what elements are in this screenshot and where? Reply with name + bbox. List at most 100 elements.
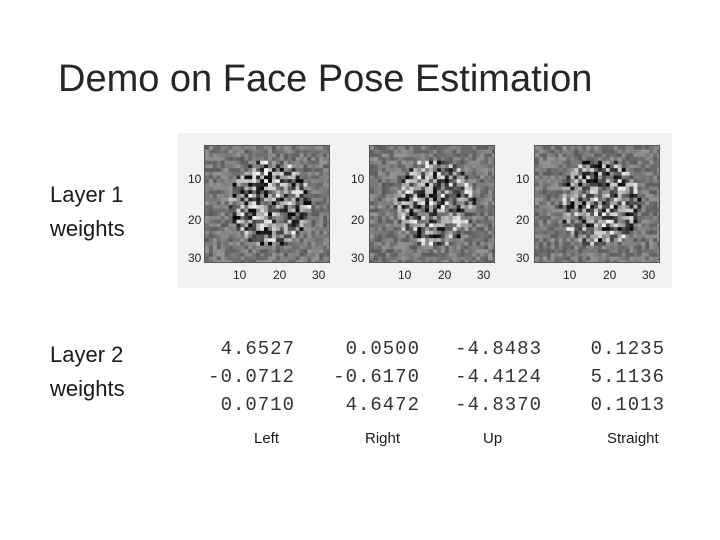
- weight-pixel: [538, 238, 544, 243]
- weight-pixel: [381, 234, 387, 239]
- weight-pixel: [590, 179, 595, 184]
- weight-pixel: [609, 182, 615, 187]
- weight-pixel: [303, 160, 308, 165]
- weight-pixel: [566, 179, 571, 184]
- weight-pixel: [653, 182, 658, 187]
- weight-pixel: [291, 149, 296, 154]
- weight-pixel: [609, 219, 615, 224]
- weight-pixel: [319, 149, 324, 154]
- weight-pixel: [303, 252, 308, 258]
- weight-pixel: [401, 193, 406, 199]
- weight-pixel: [417, 153, 422, 158]
- weight-pixel: [542, 249, 548, 254]
- weight-pixel: [228, 182, 233, 187]
- weight-pixel: [456, 201, 461, 206]
- weight-pixel: [307, 205, 312, 210]
- weight-pixel: [448, 227, 454, 232]
- weight-pixel: [578, 168, 583, 173]
- weight-pixel: [582, 193, 587, 199]
- weight-pixel: [594, 186, 599, 191]
- weight-pixel: [224, 160, 230, 165]
- weight-pixel: [425, 153, 430, 158]
- weight-pixel: [299, 186, 304, 191]
- output-label-straight: Straight: [607, 430, 659, 447]
- weight-pixel: [645, 230, 650, 235]
- weight-pixel: [456, 205, 461, 210]
- weight-pixel: [492, 153, 494, 158]
- weight-pixel: [621, 164, 626, 169]
- weight-pixel: [287, 201, 293, 206]
- weight-pixel: [480, 216, 485, 221]
- weight-pixel: [460, 256, 465, 261]
- weight-pixel: [452, 179, 458, 184]
- weight-pixel: [228, 179, 233, 184]
- weight-pixel: [216, 146, 222, 151]
- weight-pixel: [476, 193, 481, 199]
- weight-pixel: [268, 245, 273, 250]
- weight-pixel: [444, 197, 450, 202]
- weight-pixel: [287, 197, 293, 202]
- weight-pixel: [291, 245, 296, 250]
- weight-pixel: [488, 260, 493, 262]
- weight-pixel: [488, 256, 493, 261]
- weight-pixel: [377, 179, 383, 184]
- weight-pixel: [425, 227, 430, 232]
- weight-pixel: [452, 227, 458, 232]
- weight-pixel: [613, 182, 619, 187]
- weight-pixel: [212, 201, 218, 206]
- weight-pixel: [413, 219, 418, 224]
- weight-pixel: [460, 223, 465, 228]
- weight-pixel: [601, 212, 607, 217]
- weight-pixel: [566, 193, 571, 199]
- weight-pixel: [264, 164, 269, 169]
- weight-pixel: [538, 171, 544, 176]
- weight-pixel: [236, 245, 241, 250]
- weight-pixel: [436, 186, 442, 191]
- weight-pixel: [535, 245, 540, 250]
- weight-pixel: [303, 197, 308, 202]
- weight-pixel: [425, 245, 430, 250]
- weight-pixel: [440, 212, 446, 217]
- weight-pixel: [492, 197, 494, 202]
- weight-pixel: [275, 205, 281, 210]
- weight-pixel: [586, 157, 591, 162]
- weight-pixel: [256, 212, 261, 217]
- weight-pixel: [546, 241, 552, 246]
- weight-pixel: [476, 252, 481, 258]
- weight-pixel: [566, 182, 571, 187]
- x-tick: 30: [477, 268, 491, 282]
- weight-pixel: [586, 160, 591, 165]
- weight-pixel: [488, 241, 493, 246]
- weight-pixel: [429, 168, 434, 173]
- weight-pixel: [287, 190, 293, 195]
- weight-pixel: [397, 212, 402, 217]
- weight-pixel: [625, 205, 630, 210]
- weight-pixel: [244, 249, 249, 254]
- weight-pixel: [252, 260, 257, 262]
- weight-pixel: [295, 238, 300, 243]
- weight-pixel: [216, 190, 222, 195]
- weight-pixel: [480, 149, 485, 154]
- weight-pixel: [566, 260, 571, 262]
- weight-pixel: [220, 245, 226, 250]
- weight-pixel: [542, 160, 548, 165]
- weight-pixel: [609, 190, 615, 195]
- y-tick: 30: [351, 251, 365, 265]
- weight-pixel: [436, 241, 442, 246]
- weight-pixel: [562, 175, 567, 180]
- weight-pixel: [370, 208, 375, 213]
- weight-pixel: [546, 190, 552, 195]
- weight-pixel: [621, 205, 626, 210]
- weight-pixel: [275, 171, 281, 176]
- weight-pixel: [421, 249, 426, 254]
- weight-pixel: [538, 241, 544, 246]
- weight-pixel: [456, 234, 461, 239]
- weight-pixel: [311, 208, 316, 213]
- weight-pixel: [397, 230, 402, 235]
- weight-pixel: [299, 230, 304, 235]
- weight-pixel: [452, 245, 458, 250]
- weight-pixel: [653, 208, 658, 213]
- weight-pixel: [311, 212, 316, 217]
- weight-pixel: [617, 153, 623, 158]
- weight-pixel: [601, 260, 607, 262]
